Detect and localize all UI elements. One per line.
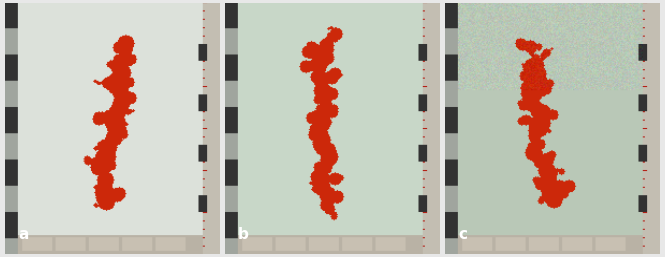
- Text: a: a: [18, 227, 29, 242]
- Text: b: b: [238, 227, 249, 242]
- Text: c: c: [458, 227, 467, 242]
